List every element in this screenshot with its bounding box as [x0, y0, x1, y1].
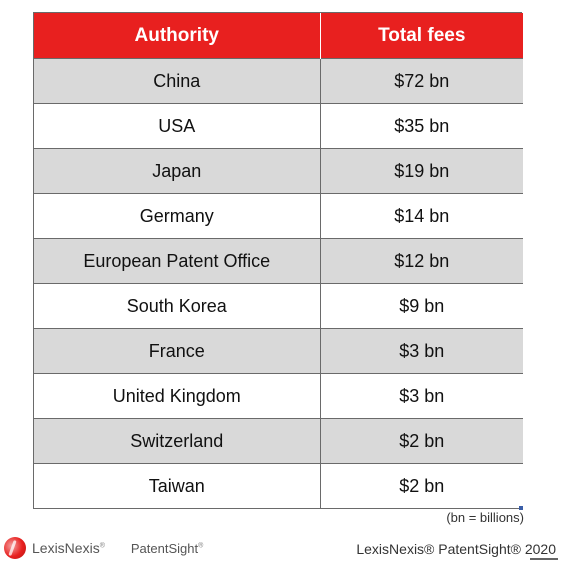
table-row: United Kingdom $3 bn: [34, 373, 523, 419]
lexisnexis-logo-icon: [4, 537, 26, 559]
footer-credit: LexisNexis® PatentSight® 2020: [356, 541, 556, 557]
authority-cell: United Kingdom: [34, 373, 320, 419]
table-row: South Korea $9 bn: [34, 283, 523, 329]
authority-cell: Switzerland: [34, 418, 320, 464]
footer-underline: [530, 558, 558, 560]
total-fees-cell: $3 bn: [319, 328, 523, 374]
authority-cell: China: [34, 58, 320, 104]
total-fees-cell: $35 bn: [319, 103, 523, 149]
column-header-total-fees: Total fees: [319, 13, 523, 59]
table-row: Germany $14 bn: [34, 193, 523, 239]
column-header-authority: Authority: [34, 13, 320, 59]
patentsight-wordmark: PatentSight®: [130, 540, 204, 556]
table-row: European Patent Office $12 bn: [34, 238, 523, 284]
table-row: Taiwan $2 bn: [34, 463, 523, 508]
unit-note: (bn = billions): [446, 510, 524, 525]
total-fees-cell: $14 bn: [319, 193, 523, 239]
table-row: France $3 bn: [34, 328, 523, 374]
total-fees-cell: $3 bn: [319, 373, 523, 419]
lexisnexis-wordmark: LexisNexis®: [32, 540, 105, 556]
fees-table-container: Authority Total fees China $72 bn USA $35 b…: [33, 12, 523, 509]
total-fees-cell: $2 bn: [319, 463, 523, 508]
footer-logos: LexisNexis® PatentSight®: [4, 534, 203, 562]
table-row: Japan $19 bn: [34, 148, 523, 194]
total-fees-cell: $72 bn: [319, 58, 523, 104]
table-header-row: Authority Total fees: [34, 13, 523, 59]
authority-cell: Germany: [34, 193, 320, 239]
total-fees-cell: $12 bn: [319, 238, 523, 284]
total-fees-cell: $19 bn: [319, 148, 523, 194]
table-row: China $72 bn: [34, 58, 523, 104]
authority-cell: Japan: [34, 148, 320, 194]
authority-cell: France: [34, 328, 320, 374]
fees-table: Authority Total fees China $72 bn USA $35 b…: [34, 13, 523, 508]
authority-cell: Taiwan: [34, 463, 320, 508]
table-row: USA $35 bn: [34, 103, 523, 149]
table-resize-handle: [519, 506, 523, 510]
total-fees-cell: $2 bn: [319, 418, 523, 464]
authority-cell: European Patent Office: [34, 238, 320, 284]
table-body: China $72 bn USA $35 bn Japan $19 bn Germany $1…: [34, 58, 523, 508]
authority-cell: South Korea: [34, 283, 320, 329]
authority-cell: USA: [34, 103, 320, 149]
table-row: Switzerland $2 bn: [34, 418, 523, 464]
total-fees-cell: $9 bn: [319, 283, 523, 329]
